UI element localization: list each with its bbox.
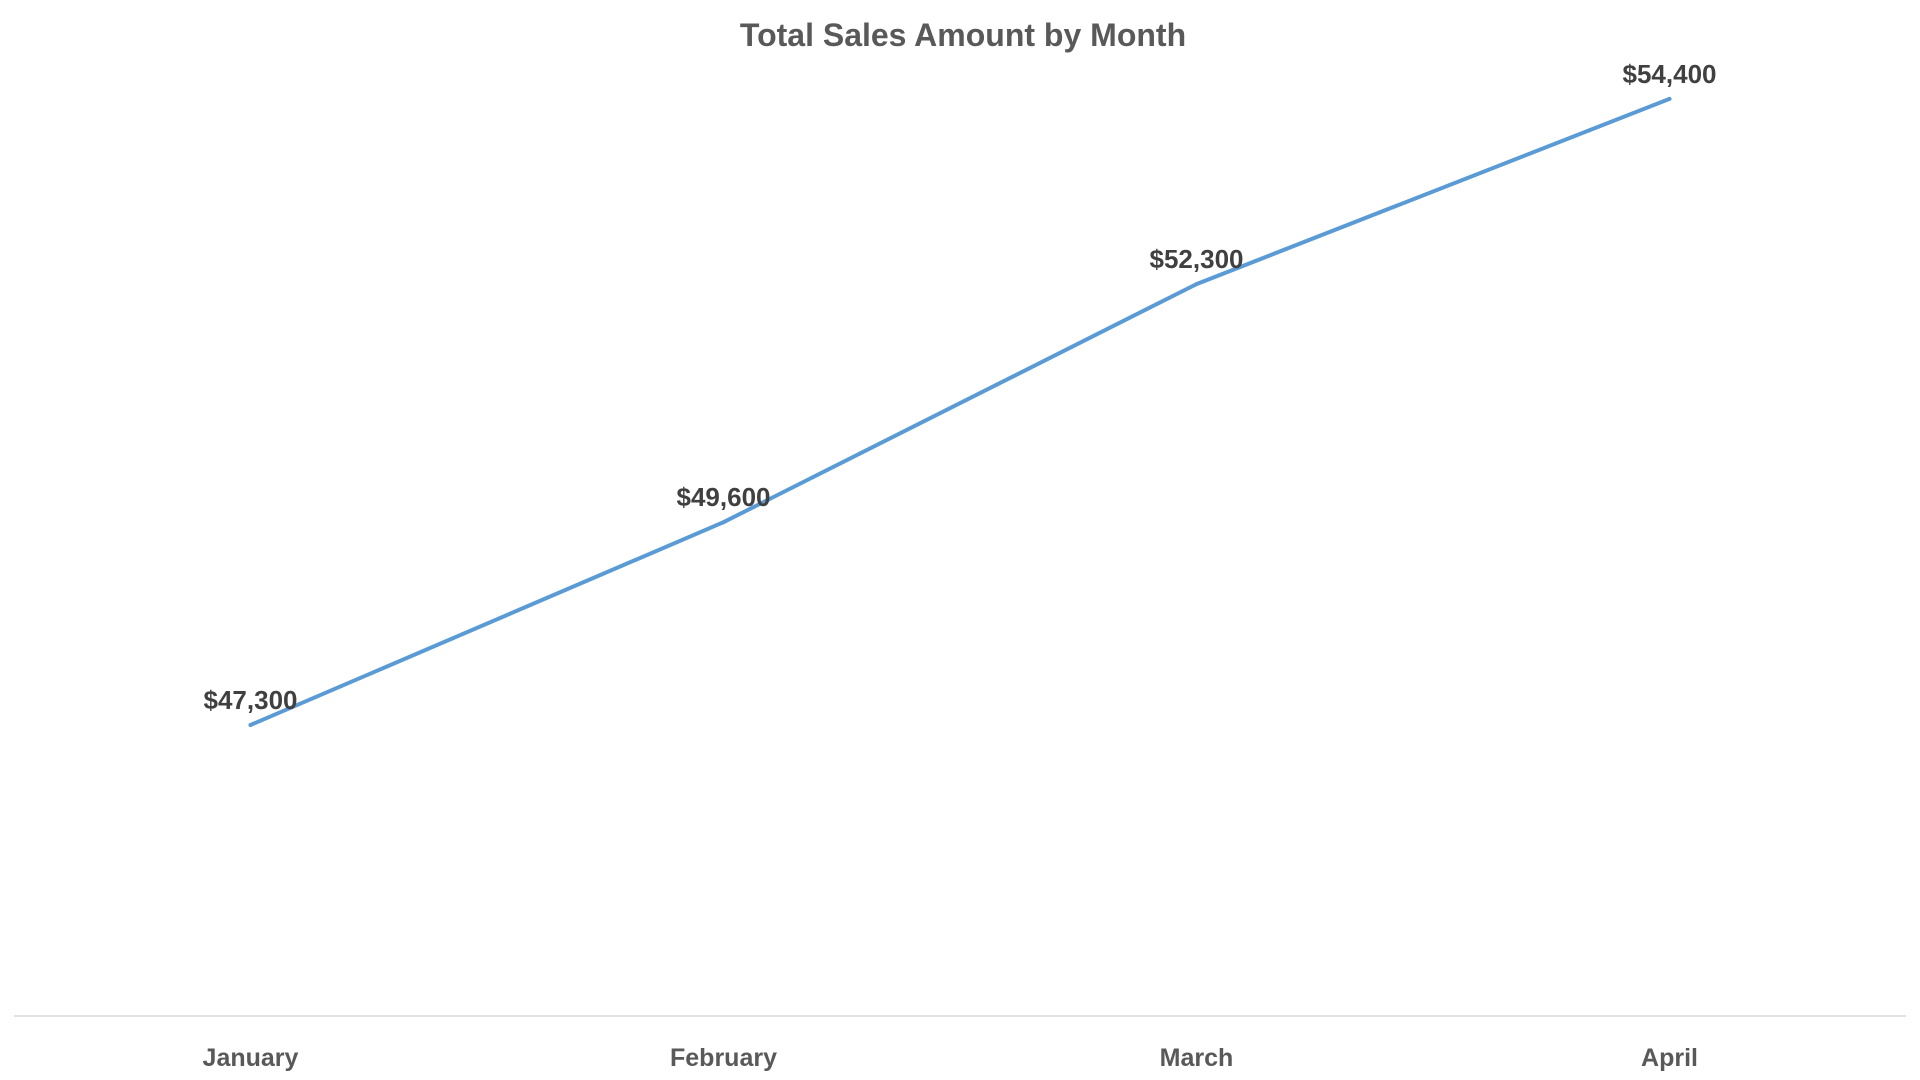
data-point bbox=[721, 520, 726, 525]
data-label: $54,400 bbox=[1623, 59, 1717, 89]
data-point bbox=[1667, 96, 1672, 101]
chart-title: Total Sales Amount by Month bbox=[740, 17, 1186, 53]
data-label: $52,300 bbox=[1150, 244, 1244, 274]
data-label: $49,600 bbox=[677, 482, 771, 512]
x-tick-label: February bbox=[670, 1044, 777, 1072]
data-labels: $47,300 $49,600 $52,300 $54,400 bbox=[204, 59, 1717, 715]
x-tick-label: March bbox=[1160, 1044, 1234, 1072]
sales-series-line bbox=[248, 96, 1672, 727]
data-point bbox=[1194, 282, 1199, 287]
series-layer bbox=[248, 96, 1672, 727]
x-tick-label: April bbox=[1641, 1044, 1698, 1072]
x-axis-ticks: January February March April bbox=[203, 1044, 1698, 1072]
data-label: $47,300 bbox=[204, 685, 298, 715]
x-tick-label: January bbox=[203, 1044, 299, 1072]
data-point bbox=[248, 723, 253, 727]
